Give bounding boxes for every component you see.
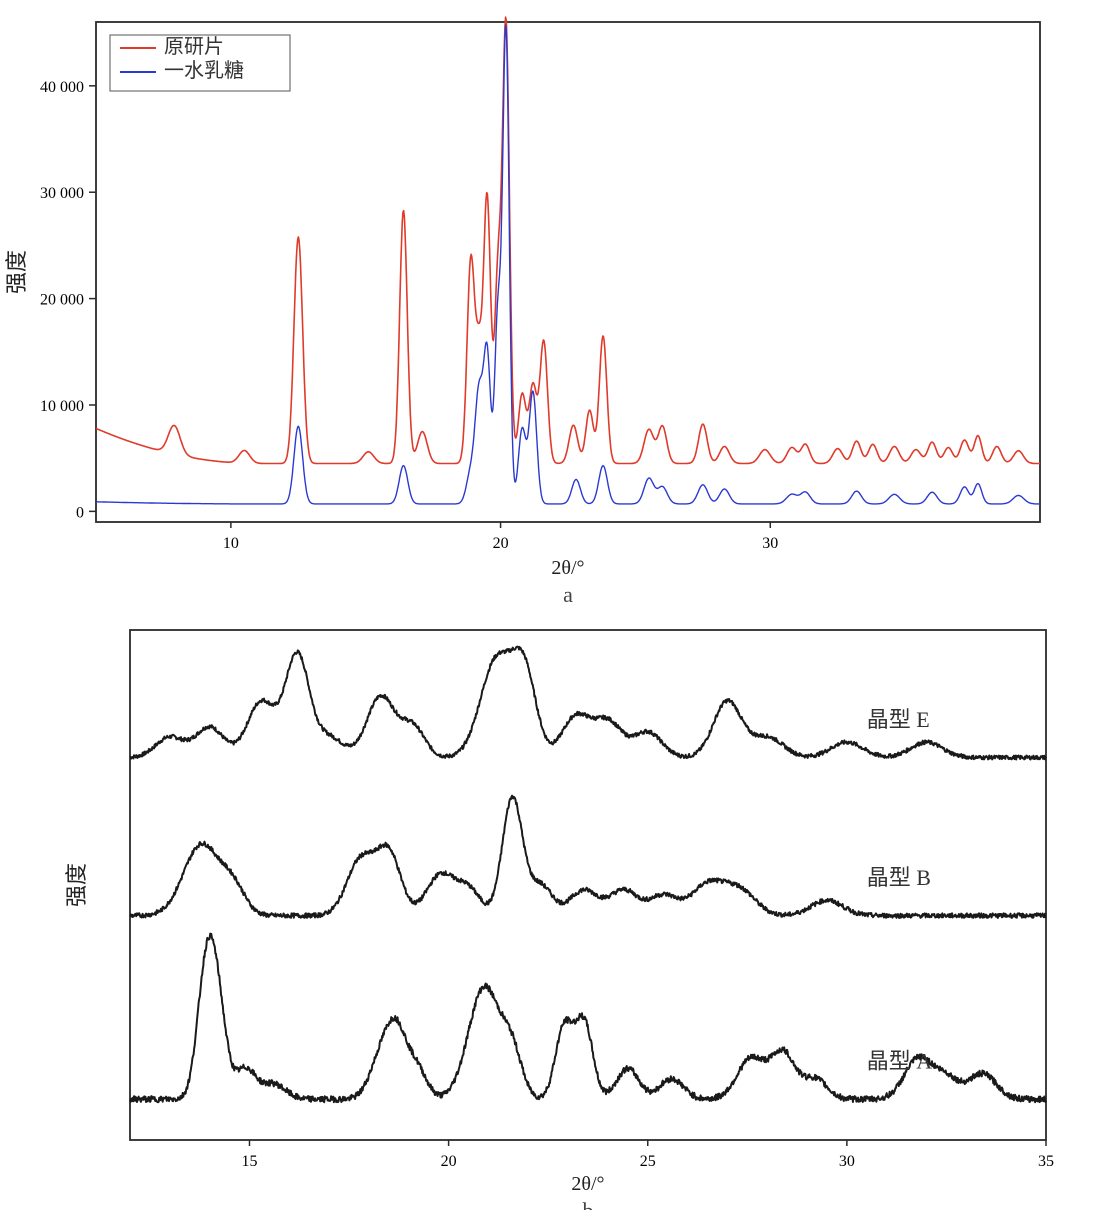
svg-text:b: b	[583, 1198, 594, 1210]
svg-text:强度: 强度	[64, 863, 89, 907]
svg-text:20: 20	[441, 1153, 457, 1170]
svg-text:15: 15	[241, 1153, 257, 1170]
svg-text:30: 30	[839, 1153, 855, 1170]
svg-text:晶型 B: 晶型 B	[867, 865, 931, 890]
trace-E	[130, 647, 1046, 760]
svg-text:25: 25	[640, 1153, 656, 1170]
svg-text:35: 35	[1038, 1153, 1054, 1170]
trace-B	[130, 796, 1046, 918]
bottom-chart: 15 20 25 30 35 强度 2θ/° b 晶型 E 晶型 B 晶型 A	[0, 0, 1106, 1210]
svg-text:2θ/°: 2θ/°	[571, 1173, 604, 1195]
trace-A	[130, 934, 1046, 1103]
svg-text:晶型 A: 晶型 A	[867, 1049, 933, 1074]
svg-text:晶型 E: 晶型 E	[867, 707, 930, 732]
